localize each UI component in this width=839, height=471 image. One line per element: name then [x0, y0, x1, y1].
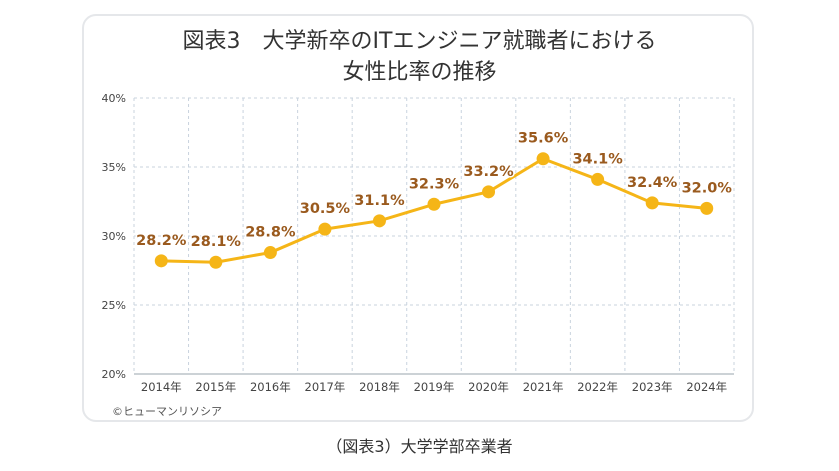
x-tick-label: 2017年: [305, 380, 346, 394]
data-point: [427, 197, 441, 211]
data-label: 34.1%: [572, 151, 623, 167]
figure-caption: （図表3）大学学部卒業者: [326, 437, 513, 456]
x-tick-label: 2023年: [632, 380, 673, 394]
y-tick-label: 25%: [102, 299, 126, 312]
axes: 20% 25% 30% 35% 40% 2014年 2015年 2016年 2017年 2018年…: [102, 92, 728, 394]
data-label: 33.2%: [463, 164, 514, 180]
data-point: [209, 255, 223, 269]
grid: [133, 97, 735, 375]
y-tick-label: 30%: [102, 230, 126, 243]
x-tick-label: 2016年: [250, 380, 291, 394]
data-label: 30.5%: [300, 201, 351, 217]
data-point: [263, 246, 277, 260]
data-point: [154, 254, 168, 268]
data-point: [372, 214, 386, 228]
x-tick-label: 2024年: [686, 380, 727, 394]
chart-title: 図表3 大学新卒のITエンジニア就職者における 女性比率の推移: [0, 26, 839, 88]
data-point: [318, 222, 332, 236]
x-tick-label: 2021年: [523, 380, 564, 394]
y-tick-label: 20%: [102, 368, 126, 381]
data-label: 31.1%: [354, 193, 405, 209]
data-labels: 28.2% 28.1%28.8%30.5%31.1%32.3%33.2% 35.6%…: [135, 129, 734, 252]
series: [154, 152, 714, 269]
x-tick-label: 2022年: [577, 380, 618, 394]
data-label: 28.1%: [191, 234, 242, 250]
data-label: 28.2%: [136, 233, 187, 249]
data-point: [645, 196, 659, 210]
x-tick-label: 2015年: [195, 380, 236, 394]
chart-card: [82, 14, 754, 422]
y-tick-label: 35%: [102, 161, 126, 174]
data-point: [700, 201, 714, 215]
x-tick-label: 2019年: [414, 380, 455, 394]
chart-title-line-2: 女性比率の推移: [342, 60, 497, 85]
copyright-text: ©ヒューマンリソシア: [112, 405, 222, 418]
data-label: 28.8%: [245, 225, 296, 241]
data-label: 32.3%: [409, 176, 460, 192]
data-point: [482, 185, 496, 199]
y-tick-label: 40%: [102, 92, 126, 105]
x-tick-label: 2020年: [468, 380, 509, 394]
data-label: 32.0%: [682, 180, 733, 196]
data-label: 35.6%: [518, 131, 569, 147]
data-label: 32.4%: [627, 175, 678, 191]
x-tick-label: 2014年: [141, 380, 182, 394]
x-tick-label: 2018年: [359, 380, 400, 394]
data-point: [536, 152, 550, 166]
data-point: [591, 172, 605, 186]
chart-title-line-1: 図表3 大学新卒のITエンジニア就職者における: [182, 29, 657, 54]
